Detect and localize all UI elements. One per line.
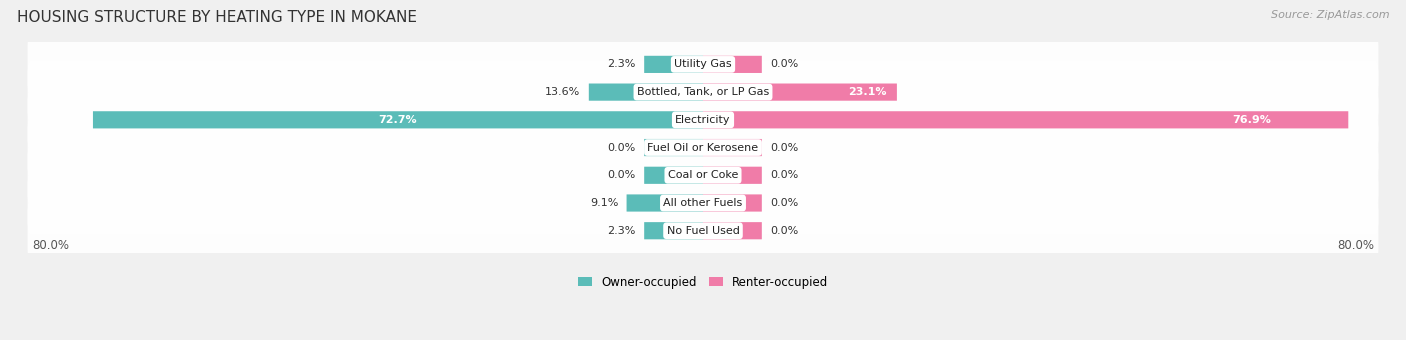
Text: Coal or Coke: Coal or Coke [668, 170, 738, 180]
Text: 0.0%: 0.0% [607, 170, 636, 180]
Text: Electricity: Electricity [675, 115, 731, 125]
FancyBboxPatch shape [28, 61, 1378, 123]
FancyBboxPatch shape [589, 84, 703, 101]
FancyBboxPatch shape [703, 194, 762, 211]
Text: 72.7%: 72.7% [378, 115, 418, 125]
FancyBboxPatch shape [703, 222, 762, 239]
FancyBboxPatch shape [93, 111, 703, 129]
Text: 2.3%: 2.3% [607, 59, 636, 69]
Text: 13.6%: 13.6% [546, 87, 581, 97]
FancyBboxPatch shape [644, 222, 703, 239]
Text: 2.3%: 2.3% [607, 226, 636, 236]
Text: Bottled, Tank, or LP Gas: Bottled, Tank, or LP Gas [637, 87, 769, 97]
FancyBboxPatch shape [703, 111, 1348, 129]
FancyBboxPatch shape [28, 199, 1378, 262]
Text: 80.0%: 80.0% [1337, 239, 1374, 252]
FancyBboxPatch shape [703, 84, 897, 101]
Text: HOUSING STRUCTURE BY HEATING TYPE IN MOKANE: HOUSING STRUCTURE BY HEATING TYPE IN MOK… [17, 10, 416, 25]
Text: 0.0%: 0.0% [770, 59, 799, 69]
FancyBboxPatch shape [28, 88, 1378, 151]
FancyBboxPatch shape [28, 33, 1378, 96]
FancyBboxPatch shape [703, 139, 762, 156]
Text: 0.0%: 0.0% [770, 142, 799, 153]
FancyBboxPatch shape [703, 56, 762, 73]
Text: 9.1%: 9.1% [591, 198, 619, 208]
Text: 0.0%: 0.0% [770, 170, 799, 180]
Text: 0.0%: 0.0% [770, 198, 799, 208]
Text: 80.0%: 80.0% [32, 239, 69, 252]
Text: 0.0%: 0.0% [770, 226, 799, 236]
FancyBboxPatch shape [644, 56, 703, 73]
FancyBboxPatch shape [644, 167, 703, 184]
FancyBboxPatch shape [28, 172, 1378, 234]
FancyBboxPatch shape [627, 194, 703, 211]
FancyBboxPatch shape [28, 144, 1378, 207]
Text: 0.0%: 0.0% [607, 142, 636, 153]
Text: Source: ZipAtlas.com: Source: ZipAtlas.com [1271, 10, 1389, 20]
Legend: Owner-occupied, Renter-occupied: Owner-occupied, Renter-occupied [572, 271, 834, 293]
Text: Fuel Oil or Kerosene: Fuel Oil or Kerosene [647, 142, 759, 153]
Text: All other Fuels: All other Fuels [664, 198, 742, 208]
Text: 23.1%: 23.1% [848, 87, 887, 97]
FancyBboxPatch shape [644, 139, 703, 156]
Text: Utility Gas: Utility Gas [675, 59, 731, 69]
Text: No Fuel Used: No Fuel Used [666, 226, 740, 236]
FancyBboxPatch shape [28, 116, 1378, 179]
Text: 76.9%: 76.9% [1232, 115, 1271, 125]
FancyBboxPatch shape [703, 167, 762, 184]
